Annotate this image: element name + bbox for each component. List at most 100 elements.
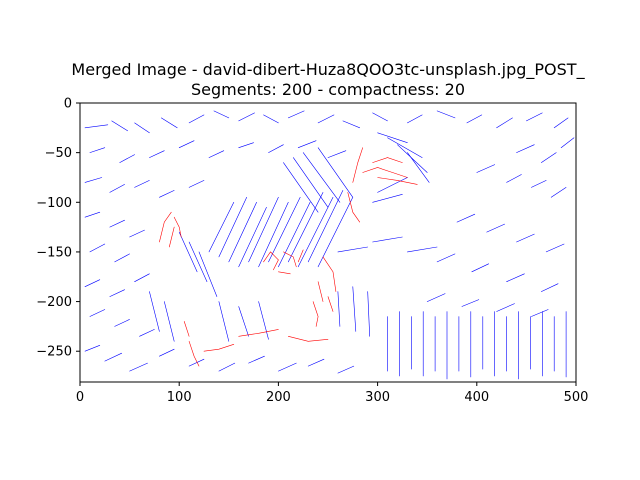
stroke-blue-115: [218, 301, 230, 342]
x-axis: 0 100 200 300 400 500: [76, 382, 589, 405]
stroke-red-16: [203, 343, 235, 352]
y-tick-label: −250: [36, 345, 72, 360]
stroke-blue-69: [297, 197, 334, 268]
stroke-blue-36: [134, 180, 150, 188]
stroke-blue-51: [104, 352, 122, 362]
stroke-blue-16: [526, 112, 543, 122]
chart-title: Merged Image - david-dibert-Huza8QOO3tc-…: [71, 60, 585, 80]
stroke-red-10: [352, 147, 364, 183]
stroke-red-2: [173, 216, 182, 238]
y-tick-label: −150: [36, 245, 72, 260]
stroke-blue-94: [461, 299, 480, 307]
stroke-blue-88: [545, 243, 565, 253]
stroke-blue-116: [238, 306, 249, 337]
x-tick-label: 500: [564, 390, 589, 405]
chart-subtitle: Segments: 200 - compactness: 20: [191, 80, 465, 99]
stroke-blue-72: [178, 231, 198, 273]
stroke-blue-60: [208, 202, 235, 253]
stroke-blue-20: [149, 150, 165, 158]
stroke-blue-34: [84, 177, 103, 183]
stroke-blue-3: [161, 117, 178, 129]
stroke-red-18: [287, 335, 329, 342]
stroke-red-17: [238, 329, 279, 337]
stroke-blue-90: [471, 263, 490, 273]
stroke-blue-28: [540, 152, 557, 163]
stroke-red-9: [317, 281, 324, 302]
stroke-blue-119: [352, 286, 357, 332]
stroke-blue-73: [188, 241, 208, 283]
stroke-blue-76: [292, 157, 329, 208]
stroke-blue-121: [337, 246, 369, 253]
stroke-red-0: [159, 211, 172, 243]
stroke-red-8: [327, 296, 334, 312]
stroke-blue-84: [372, 194, 403, 203]
stroke-blue-22: [208, 150, 225, 158]
stroke-red-15: [188, 340, 200, 367]
stroke-blue-6: [238, 112, 255, 122]
stroke-blue-75: [283, 162, 319, 213]
y-tick-label: −200: [36, 295, 72, 310]
stroke-blue-48: [114, 319, 130, 327]
stroke-blue-32: [531, 180, 547, 188]
stroke-blue-67: [278, 202, 311, 268]
stroke-blue-82: [407, 152, 430, 183]
stroke-blue-92: [540, 283, 559, 292]
stroke-blue-26: [327, 150, 347, 158]
stroke-blue-78: [317, 147, 354, 198]
series-blue-strokes: [84, 110, 575, 380]
stroke-blue-96: [531, 309, 549, 317]
stroke-red-19: [183, 321, 190, 337]
stroke-blue-46: [134, 273, 150, 283]
stroke-blue-71: [317, 197, 354, 268]
stroke-blue-58: [307, 358, 325, 367]
stroke-red-1: [169, 226, 175, 248]
stroke-blue-39: [84, 211, 101, 218]
stroke-blue-68: [287, 192, 324, 263]
stroke-blue-18: [89, 147, 106, 153]
x-tick-label: 0: [76, 390, 84, 405]
stroke-blue-13: [436, 110, 456, 119]
stroke-blue-11: [372, 112, 388, 122]
stroke-red-11: [347, 192, 361, 223]
stroke-blue-27: [516, 144, 535, 153]
stroke-blue-9: [317, 114, 335, 124]
stroke-blue-49: [139, 329, 155, 337]
stroke-blue-33: [550, 187, 567, 198]
stroke-blue-63: [238, 207, 267, 268]
stroke-red-7: [322, 256, 337, 292]
stroke-blue-77: [302, 152, 341, 203]
stroke-blue-44: [84, 279, 101, 288]
stroke-blue-14: [466, 114, 483, 124]
stroke-blue-95: [496, 303, 515, 312]
stroke-blue-93: [426, 293, 446, 302]
stroke-blue-17: [553, 117, 569, 129]
stroke-red-5: [278, 271, 291, 275]
stroke-blue-65: [258, 202, 289, 268]
stroke-blue-42: [89, 243, 106, 253]
x-tick-label: 100: [167, 390, 192, 405]
stroke-blue-12: [407, 114, 423, 124]
stroke-blue-50: [84, 344, 101, 352]
stroke-blue-53: [159, 348, 175, 357]
stroke-blue-70: [307, 190, 344, 263]
stroke-blue-79: [377, 132, 408, 143]
stroke-blue-19: [119, 154, 135, 163]
stroke-blue-40: [109, 219, 125, 228]
y-axis: 0 −50 −100 −150 −200 −250: [36, 97, 80, 360]
stroke-blue-85: [456, 213, 476, 223]
stroke-blue-1: [111, 120, 128, 132]
stroke-blue-66: [268, 197, 301, 263]
stroke-blue-91: [506, 273, 525, 283]
stroke-blue-86: [486, 223, 505, 233]
stroke-blue-62: [228, 202, 257, 263]
stroke-blue-56: [248, 355, 265, 364]
stroke-blue-31: [506, 174, 522, 183]
stroke-blue-114: [164, 301, 175, 342]
stroke-blue-5: [213, 110, 230, 119]
stroke-blue-120: [367, 291, 371, 337]
stroke-red-6: [297, 249, 304, 263]
stroke-blue-43: [114, 253, 130, 263]
plot-area: [84, 110, 575, 380]
stroke-blue-4: [188, 114, 205, 124]
stroke-blue-117: [258, 301, 269, 340]
